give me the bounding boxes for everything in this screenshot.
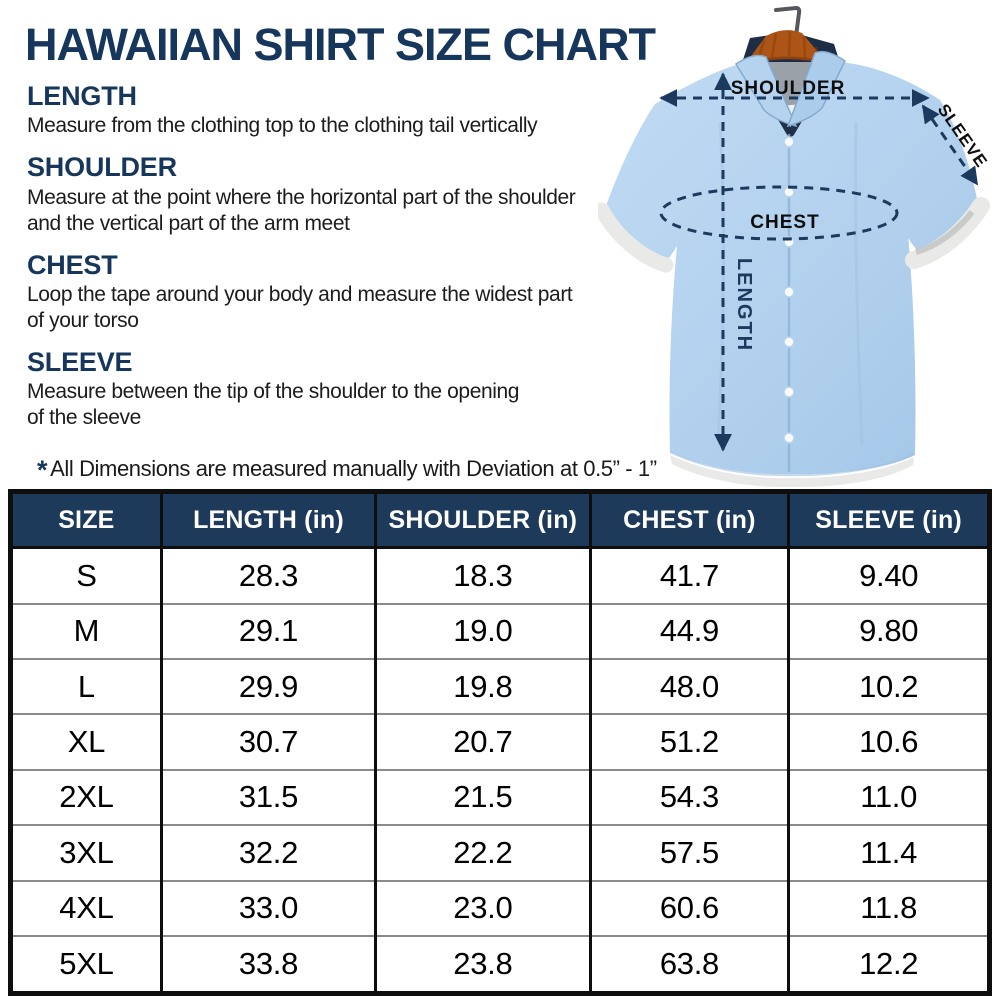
chest-measure-ellipse (659, 185, 899, 241)
size-chart: SIZE LENGTH (in) SHOULDER (in) CHEST (in… (8, 489, 992, 996)
right-cuff-lining (915, 210, 975, 255)
table-cell: 5XL (10, 934, 162, 994)
table-cell: 23.0 (374, 879, 591, 936)
guide-section-length: LENGTH Measure from the clothing top to … (25, 82, 645, 139)
shirt-body (604, 62, 979, 475)
table-cell: 31.5 (159, 768, 376, 826)
table-cell: 44.9 (588, 602, 789, 659)
left-cuff (594, 202, 674, 273)
right-collar-flap (786, 50, 846, 128)
table-cell: 41.7 (588, 547, 789, 604)
deviation-note-text: All Dimensions are measured manually wit… (50, 456, 657, 482)
table-cell: 33.8 (159, 934, 376, 994)
table-row: S 28.3 18.3 41.7 9.40 (10, 547, 990, 604)
table-cell: 29.9 (159, 657, 376, 715)
table-cell: 54.3 (588, 768, 789, 826)
guide-section-chest: CHEST Loop the tape around your body and… (25, 249, 645, 334)
table-row: 5XL 33.8 23.8 63.8 12.2 (10, 934, 990, 994)
measure-guide: HAWAIIAN SHIRT SIZE CHART LENGTH Measure… (25, 19, 657, 486)
table-cell: 28.3 (159, 547, 376, 604)
section-heading: CHEST (27, 249, 118, 280)
table-cell: 11.0 (787, 768, 990, 826)
section-heading: SHOULDER (27, 152, 177, 183)
hem-shadow-line (669, 451, 915, 477)
chest-measure-label: CHEST (750, 212, 819, 233)
section-heading: LENGTH (27, 80, 137, 111)
table-header-row: SIZE LENGTH (in) SHOULDER (in) CHEST (in… (10, 491, 990, 549)
table-row: L 29.9 19.8 48.0 10.2 (10, 657, 990, 715)
table-cell: 60.6 (588, 879, 789, 936)
section-text: of the sleeve (27, 406, 141, 430)
shoulder-measure-label: SHOULDER (731, 78, 846, 99)
table-cell: 48.0 (588, 657, 789, 715)
table-cell: 4XL (10, 879, 162, 936)
column-header-chest: CHEST (in) (588, 491, 789, 549)
table-cell: 11.4 (787, 824, 990, 881)
column-header-size: SIZE (10, 491, 162, 549)
table-cell: 3XL (10, 824, 162, 881)
section-text: Measure between the tip of the shoulder … (27, 380, 520, 404)
table-cell: 22.2 (374, 824, 591, 881)
deviation-note: * All Dimensions are measured manually wi… (37, 455, 657, 486)
guide-section-sleeve: SLEEVE Measure between the tip of the sh… (25, 348, 645, 431)
table-cell: 23.8 (374, 934, 591, 994)
table-row: 4XL 33.0 23.0 60.6 11.8 (10, 879, 990, 936)
table-cell: M (10, 602, 162, 659)
table-row: M 29.1 19.0 44.9 9.80 (10, 602, 990, 659)
table-cell: 12.2 (787, 934, 990, 994)
table-cell: 51.2 (588, 713, 789, 770)
section-text: of your torso (27, 308, 139, 332)
column-header-sleeve: SLEEVE (in) (787, 491, 990, 549)
hem-underlayer (670, 455, 914, 488)
shirt-illustration: SHOULDER LENGTH SLEEVE CHEST (594, 0, 1000, 488)
table-cell: 19.0 (374, 602, 591, 659)
section-heading: SLEEVE (27, 346, 133, 377)
table-row: XL 30.7 20.7 51.2 10.6 (10, 713, 990, 770)
section-text: and the vertical part of the arm meet (27, 211, 350, 235)
table-cell: 9.40 (787, 547, 990, 604)
section-text: Measure from the clothing top to the clo… (27, 114, 538, 138)
table-cell: 21.5 (374, 768, 591, 826)
table-row: 3XL 32.2 22.2 57.5 11.4 (10, 824, 990, 881)
right-cuff (905, 197, 990, 269)
table-cell: 20.7 (374, 713, 591, 770)
table-cell: 10.6 (787, 713, 990, 770)
table-cell: L (10, 657, 162, 715)
table-row: 2XL 31.5 21.5 54.3 11.0 (10, 768, 990, 826)
length-measure-label: LENGTH (733, 258, 755, 352)
table-cell: 19.8 (374, 657, 591, 715)
section-text: Measure at the point where the horizonta… (27, 185, 576, 209)
table-cell: XL (10, 713, 162, 770)
column-header-shoulder: SHOULDER (in) (374, 491, 591, 549)
table-cell: 11.8 (787, 879, 990, 936)
asterisk-icon: * (37, 455, 48, 486)
table-cell: 30.7 (159, 713, 376, 770)
table-cell: 32.2 (159, 824, 376, 881)
table-cell: 57.5 (588, 824, 789, 881)
table-cell: 2XL (10, 768, 162, 826)
table-cell: 10.2 (787, 657, 990, 715)
section-text: Loop the tape around your body and measu… (27, 282, 573, 306)
guide-section-shoulder: SHOULDER Measure at the point where the … (25, 153, 645, 236)
table-cell: 18.3 (374, 547, 591, 604)
hanger-hook (774, 5, 802, 46)
table-cell: 29.1 (159, 602, 376, 659)
table-cell: 63.8 (588, 934, 789, 994)
table-cell: 9.80 (787, 602, 990, 659)
size-chart-table: SIZE LENGTH (in) SHOULDER (in) CHEST (in… (8, 489, 992, 996)
table-cell: 33.0 (159, 879, 376, 936)
shirt-svg: SHOULDER LENGTH SLEEVE CHEST (594, 5, 991, 488)
table-cell: S (10, 547, 162, 604)
page-title: HAWAIIAN SHIRT SIZE CHART (25, 19, 656, 70)
column-header-length: LENGTH (in) (159, 491, 376, 549)
